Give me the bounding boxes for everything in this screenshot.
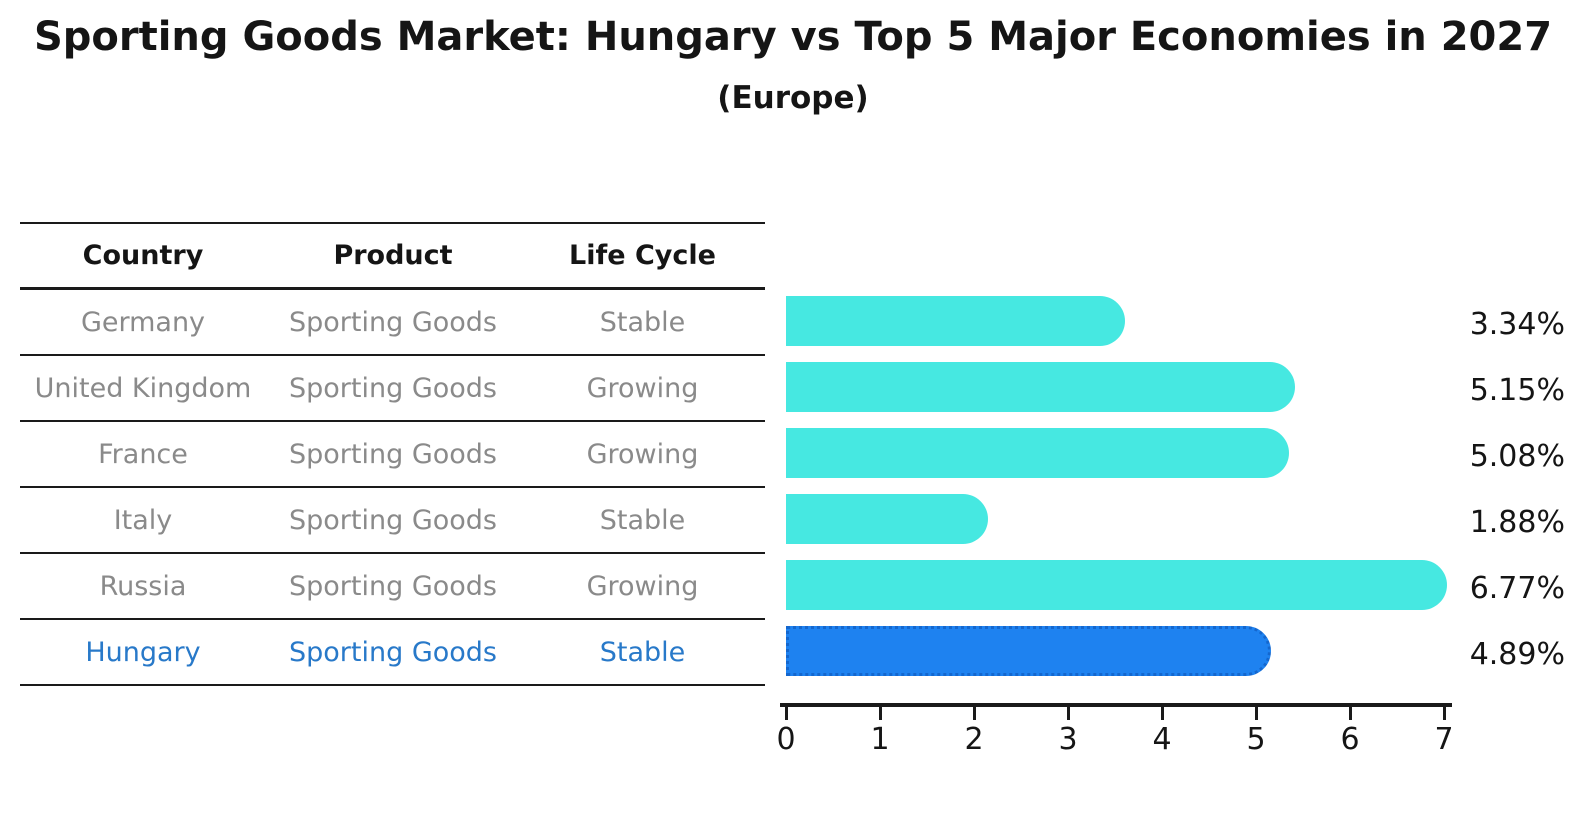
- value-label-russia: 6.77%: [1469, 571, 1565, 606]
- x-axis-tick-0: [785, 707, 788, 720]
- table-header-product: Product: [333, 240, 453, 271]
- value-label-germany: 3.34%: [1469, 307, 1565, 342]
- value-label-united-kingdom: 5.15%: [1469, 373, 1565, 408]
- bar-france: [786, 428, 1289, 478]
- x-axis-tick-1: [879, 707, 882, 720]
- chart-title: Sporting Goods Market: Hungary vs Top 5 …: [33, 14, 1553, 60]
- table-header-country: Country: [82, 240, 204, 271]
- table-header-life-cycle: Life Cycle: [569, 240, 716, 271]
- x-axis-line: [780, 703, 1452, 707]
- x-axis-tick-label-1: 1: [870, 722, 890, 757]
- cell-life-cycle: Stable: [599, 636, 686, 668]
- cell-life-cycle: Growing: [586, 438, 699, 470]
- table-body: Germany Sporting Goods Stable United Kingdo…: [20, 290, 765, 686]
- cell-country: France: [98, 438, 188, 470]
- x-axis-tick-label-7: 7: [1434, 722, 1454, 757]
- bar-united-kingdom: [786, 362, 1295, 412]
- table-row-france: France Sporting Goods Growing: [20, 422, 765, 488]
- cell-life-cycle: Growing: [586, 570, 699, 602]
- cell-country: Germany: [80, 306, 206, 338]
- cell-product: Sporting Goods: [289, 372, 497, 404]
- x-axis-tick-label-0: 0: [776, 722, 796, 757]
- x-axis-tick-7: [1443, 707, 1446, 720]
- cell-life-cycle: Growing: [586, 372, 699, 404]
- x-axis-tick-label-3: 3: [1058, 722, 1078, 757]
- comparison-table: Country Product Life Cycle Germany Sporti…: [20, 222, 765, 686]
- table-row-hungary: Hungary Sporting Goods Stable: [20, 620, 765, 686]
- x-axis-tick-label-6: 6: [1340, 722, 1360, 757]
- x-axis-tick-3: [1067, 707, 1070, 720]
- x-axis-tick-4: [1161, 707, 1164, 720]
- value-label-hungary: 4.89%: [1469, 637, 1565, 672]
- table-row-united-kingdom: United Kingdom Sporting Goods Growing: [20, 356, 765, 422]
- x-axis-tick-5: [1255, 707, 1258, 720]
- cell-country: United Kingdom: [34, 372, 252, 404]
- value-label-france: 5.08%: [1469, 439, 1565, 474]
- x-axis-tick-2: [973, 707, 976, 720]
- cell-product: Sporting Goods: [289, 570, 497, 602]
- cell-country: Hungary: [85, 636, 201, 668]
- table-row-italy: Italy Sporting Goods Stable: [20, 488, 765, 554]
- bar-hungary: [786, 626, 1271, 676]
- cell-life-cycle: Stable: [599, 504, 686, 536]
- x-axis-tick-label-5: 5: [1246, 722, 1266, 757]
- bar-italy: [786, 494, 988, 544]
- cell-country: Italy: [113, 504, 173, 536]
- cell-life-cycle: Stable: [599, 306, 686, 338]
- cell-product: Sporting Goods: [289, 504, 497, 536]
- cell-product: Sporting Goods: [289, 306, 497, 338]
- table-row-russia: Russia Sporting Goods Growing: [20, 554, 765, 620]
- cell-country: Russia: [99, 570, 187, 602]
- value-label-italy: 1.88%: [1469, 505, 1565, 540]
- x-axis-tick-label-4: 4: [1152, 722, 1172, 757]
- x-axis-tick-6: [1349, 707, 1352, 720]
- table-header-row: Country Product Life Cycle: [20, 222, 765, 290]
- cell-product: Sporting Goods: [289, 438, 497, 470]
- x-axis-tick-label-2: 2: [964, 722, 984, 757]
- chart-subtitle: (Europe): [717, 80, 869, 116]
- bar-russia: [786, 560, 1447, 610]
- cell-product: Sporting Goods: [289, 636, 497, 668]
- table-row-germany: Germany Sporting Goods Stable: [20, 290, 765, 356]
- bar-germany: [786, 296, 1125, 346]
